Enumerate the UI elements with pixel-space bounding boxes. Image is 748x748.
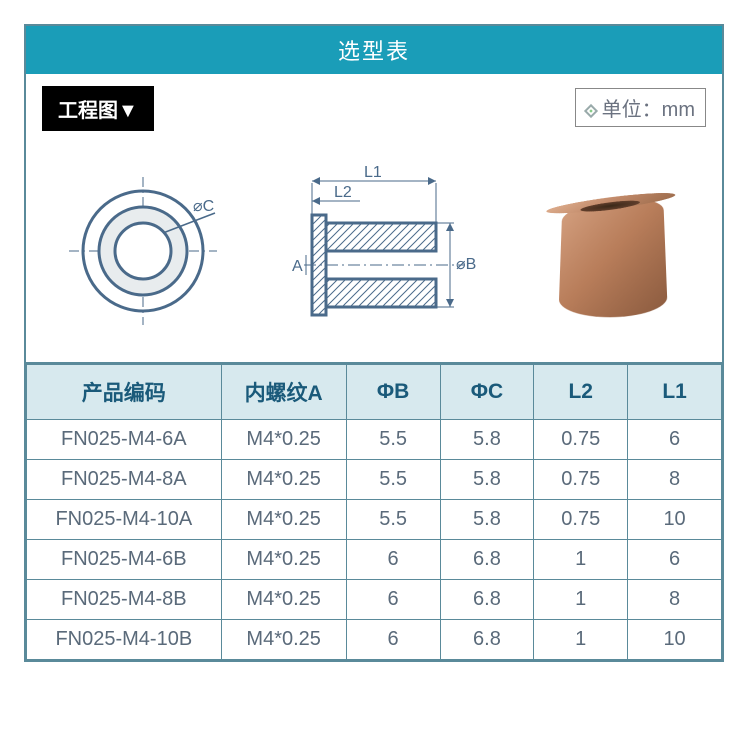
- table-cell: FN025-M4-10A: [27, 500, 222, 540]
- diagram-section: 工程图▼ 单位：mm ⌀C: [26, 74, 722, 364]
- table-row: FN025-M4-8AM4*0.255.55.80.758: [27, 460, 722, 500]
- table-cell: 5.8: [440, 460, 534, 500]
- table-cell: M4*0.25: [221, 460, 346, 500]
- table-cell: FN025-M4-10B: [27, 620, 222, 660]
- table-cell: 1: [534, 620, 628, 660]
- engineering-drawing-label: 工程图▼: [42, 86, 154, 131]
- table-cell: 6: [628, 420, 722, 460]
- table-cell: 0.75: [534, 460, 628, 500]
- L1-label: L1: [364, 164, 382, 181]
- table-cell: 6.8: [440, 620, 534, 660]
- table-cell: 6: [346, 580, 440, 620]
- title-bar: 选型表: [26, 26, 722, 74]
- table-body: FN025-M4-6AM4*0.255.55.80.756FN025-M4-8A…: [27, 420, 722, 660]
- col-threadA: 内螺纹A: [221, 365, 346, 420]
- table-cell: M4*0.25: [221, 580, 346, 620]
- table-row: FN025-M4-6AM4*0.255.55.80.756: [27, 420, 722, 460]
- table-row: FN025-M4-10BM4*0.2566.8110: [27, 620, 722, 660]
- diagram-row: ⌀C L1: [42, 151, 706, 351]
- L2-label: L2: [334, 184, 352, 201]
- table-cell: 1: [534, 540, 628, 580]
- table-cell: FN025-M4-8B: [27, 580, 222, 620]
- phiC-label: ⌀C: [193, 198, 214, 215]
- front-view: ⌀C: [63, 171, 223, 331]
- table-cell: 5.8: [440, 500, 534, 540]
- table-cell: M4*0.25: [221, 540, 346, 580]
- table-cell: 0.75: [534, 420, 628, 460]
- table-cell: 6: [628, 540, 722, 580]
- table-cell: FN025-M4-6B: [27, 540, 222, 580]
- col-phiB: ΦB: [346, 365, 440, 420]
- table-cell: 5.5: [346, 420, 440, 460]
- col-L1: L1: [628, 365, 722, 420]
- table-cell: 10: [628, 500, 722, 540]
- render-view: [525, 171, 685, 331]
- table-cell: M4*0.25: [221, 500, 346, 540]
- table-cell: 6: [346, 540, 440, 580]
- col-L2: L2: [534, 365, 628, 420]
- table-cell: 5.8: [440, 420, 534, 460]
- spec-sheet: 选型表 工程图▼ 单位：mm ⌀C: [24, 24, 724, 662]
- col-code: 产品编码: [27, 365, 222, 420]
- table-cell: 1: [534, 580, 628, 620]
- table-cell: FN025-M4-6A: [27, 420, 222, 460]
- table-row: FN025-M4-10AM4*0.255.55.80.7510: [27, 500, 722, 540]
- table-cell: 5.5: [346, 460, 440, 500]
- col-phiC: ΦC: [440, 365, 534, 420]
- table-cell: 5.5: [346, 500, 440, 540]
- table-cell: M4*0.25: [221, 620, 346, 660]
- unit-box: 单位：mm: [575, 88, 706, 127]
- table-cell: 8: [628, 460, 722, 500]
- section-view: L1 L2 A: [264, 161, 484, 341]
- table-row: FN025-M4-6BM4*0.2566.816: [27, 540, 722, 580]
- table-row: FN025-M4-8BM4*0.2566.818: [27, 580, 722, 620]
- table-cell: 6.8: [440, 540, 534, 580]
- table-cell: 6: [346, 620, 440, 660]
- table-cell: FN025-M4-8A: [27, 460, 222, 500]
- table-cell: 6.8: [440, 580, 534, 620]
- table-cell: 8: [628, 580, 722, 620]
- table-cell: M4*0.25: [221, 420, 346, 460]
- table-cell: 0.75: [534, 500, 628, 540]
- A-label: A: [292, 258, 303, 275]
- header-row: 产品编码 内螺纹A ΦB ΦC L2 L1: [27, 365, 722, 420]
- unit-text: 单位：mm: [602, 99, 695, 121]
- table-cell: 10: [628, 620, 722, 660]
- phiB-label: ⌀B: [456, 256, 476, 273]
- spec-table: 产品编码 内螺纹A ΦB ΦC L2 L1 FN025-M4-6AM4*0.25…: [26, 364, 722, 660]
- diamond-icon: [584, 104, 598, 118]
